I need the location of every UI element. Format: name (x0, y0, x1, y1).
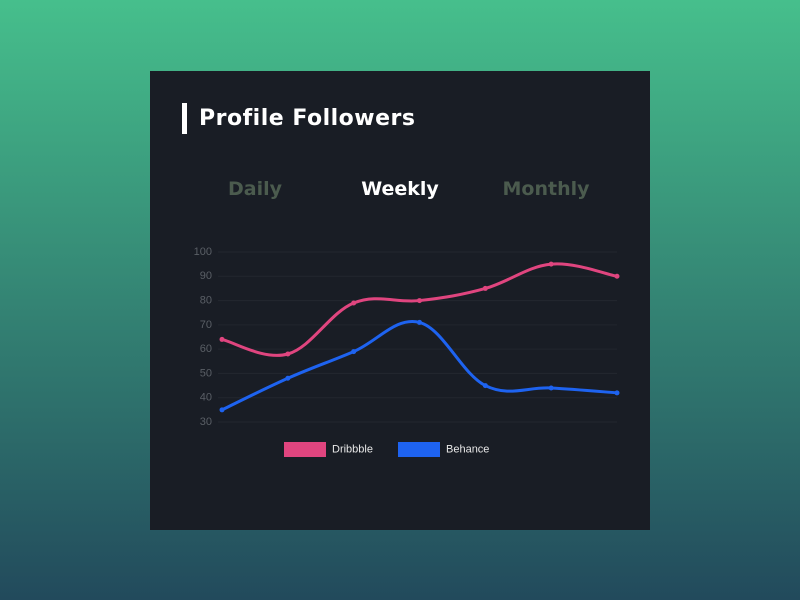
y-tick-label: 70 (200, 319, 212, 331)
y-tick-label: 30 (200, 416, 212, 428)
card: Profile Followers Daily Weekly Monthly 3… (150, 71, 650, 530)
line (221, 319, 618, 412)
card-title: Profile Followers (199, 106, 416, 131)
chart: 30 40 50 60 70 80 90 100 Dribbble Behance (194, 246, 620, 457)
point (351, 300, 357, 306)
point (219, 336, 225, 342)
y-tick-label: 40 (200, 392, 212, 404)
title-accent (182, 103, 187, 134)
y-tick-label: 100 (194, 246, 212, 258)
line (221, 262, 618, 357)
y-tick-label: 50 (200, 367, 212, 379)
point (482, 285, 488, 291)
y-tick-label: 60 (200, 343, 212, 355)
point (614, 390, 620, 396)
y-tick-label: 80 (200, 294, 212, 306)
point (482, 383, 488, 389)
tab[interactable]: Daily (227, 178, 282, 200)
point (548, 385, 554, 391)
point (614, 273, 620, 279)
legend-swatch[interactable] (398, 442, 440, 457)
point (285, 351, 291, 357)
point (417, 319, 422, 325)
point (548, 261, 554, 267)
legend-label[interactable]: Dribbble (332, 443, 373, 455)
y-tick-label: 90 (200, 270, 212, 282)
point (285, 375, 291, 381)
legend-label[interactable]: Behance (446, 443, 489, 455)
point (417, 298, 422, 304)
point (219, 407, 225, 413)
point (351, 349, 357, 355)
tab[interactable]: Weekly (361, 178, 439, 200)
tab[interactable]: Monthly (502, 178, 590, 200)
legend-swatch[interactable] (284, 442, 326, 457)
